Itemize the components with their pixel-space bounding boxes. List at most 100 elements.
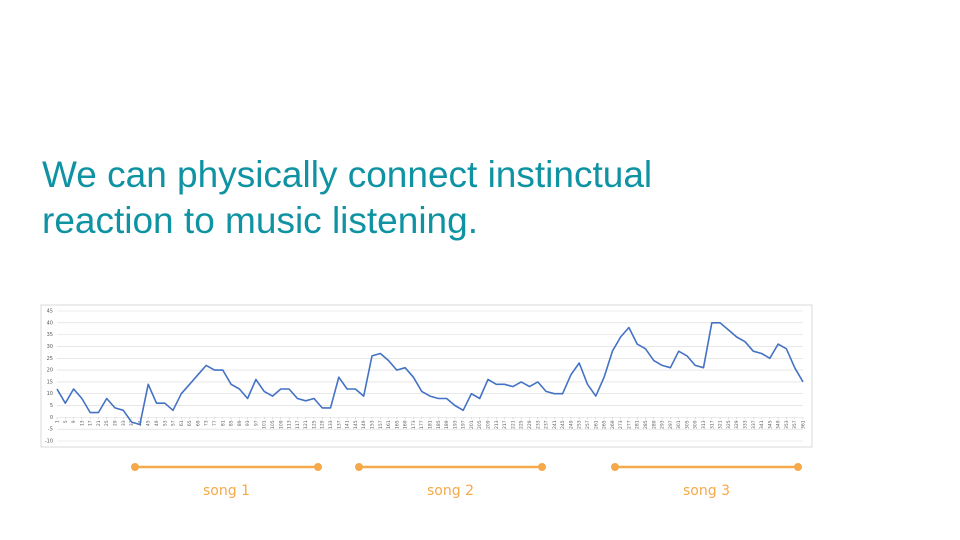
- x-tick-label: 61: [179, 420, 185, 426]
- x-tick-label: 261: [593, 420, 599, 429]
- x-tick-label: 161: [386, 420, 392, 429]
- y-tick-label: 40: [47, 320, 53, 326]
- y-tick-label: 20: [47, 368, 53, 374]
- x-tick-label: 213: [494, 420, 500, 429]
- x-tick-label: 33: [121, 420, 127, 426]
- y-tick-label: -10: [45, 439, 53, 445]
- x-tick-label: 93: [245, 420, 251, 426]
- y-tick-label: -5: [48, 427, 53, 433]
- x-tick-label: 9: [71, 420, 77, 423]
- x-tick-label: 277: [626, 420, 632, 429]
- span-end: [131, 463, 139, 471]
- x-tick-label: 189: [444, 420, 450, 429]
- x-tick-label: 117: [295, 420, 301, 429]
- x-tick-label: 177: [419, 420, 425, 429]
- x-tick-label: 301: [676, 420, 682, 429]
- x-tick-label: 313: [701, 420, 707, 429]
- x-tick-label: 57: [171, 420, 177, 426]
- x-tick-label: 361: [801, 420, 807, 429]
- span-end: [794, 463, 802, 471]
- x-tick-label: 249: [568, 420, 574, 429]
- x-tick-label: 69: [195, 420, 201, 426]
- x-tick-label: 97: [253, 420, 259, 426]
- x-tick-label: 65: [187, 420, 193, 426]
- x-tick-label: 225: [519, 420, 525, 429]
- x-tick-label: 349: [776, 420, 782, 429]
- y-tick-label: 0: [50, 415, 53, 421]
- x-tick-label: 129: [320, 420, 326, 429]
- x-tick-label: 337: [751, 420, 757, 429]
- x-tick-label: 21: [96, 420, 102, 426]
- x-tick-label: 253: [577, 420, 583, 429]
- x-tick-label: 325: [726, 420, 732, 429]
- x-tick-label: 237: [544, 420, 550, 429]
- x-tick-label: 141: [345, 420, 351, 429]
- x-tick-label: 221: [510, 420, 516, 429]
- y-tick-label: 25: [47, 356, 53, 362]
- x-tick-label: 169: [403, 420, 409, 429]
- x-tick-label: 53: [162, 420, 168, 426]
- x-tick-label: 285: [643, 420, 649, 429]
- x-tick-label: 281: [635, 420, 641, 429]
- y-tick-label: 35: [47, 332, 53, 338]
- x-tick-label: 241: [552, 420, 558, 429]
- y-tick-label: 10: [47, 391, 53, 397]
- x-tick-label: 265: [602, 420, 608, 429]
- y-tick-label: 45: [47, 309, 53, 315]
- x-tick-label: 17: [88, 420, 94, 426]
- x-tick-label: 29: [113, 420, 119, 426]
- x-tick-label: 345: [767, 420, 773, 429]
- x-tick-label: 181: [428, 420, 434, 429]
- x-tick-label: 209: [486, 420, 492, 429]
- x-tick-label: 121: [303, 420, 309, 429]
- span-end: [538, 463, 546, 471]
- x-tick-label: 269: [610, 420, 616, 429]
- x-tick-label: 137: [336, 420, 342, 429]
- x-tick-label: 145: [353, 420, 359, 429]
- y-tick-label: 15: [47, 379, 53, 385]
- x-tick-label: 101: [262, 420, 268, 429]
- x-tick-label: 289: [651, 420, 657, 429]
- x-tick-label: 153: [369, 420, 375, 429]
- x-tick-label: 229: [527, 420, 533, 429]
- x-tick-label: 321: [718, 420, 724, 429]
- x-tick-label: 85: [229, 420, 235, 426]
- x-tick-label: 293: [660, 420, 666, 429]
- x-tick-label: 185: [436, 420, 442, 429]
- x-tick-label: 233: [535, 420, 541, 429]
- x-tick-label: 333: [742, 420, 748, 429]
- song-label: song 3: [683, 483, 730, 499]
- x-tick-label: 49: [154, 420, 160, 426]
- x-tick-label: 105: [270, 420, 276, 429]
- span-end: [314, 463, 322, 471]
- x-tick-label: 297: [668, 420, 674, 429]
- x-tick-label: 245: [560, 420, 566, 429]
- x-tick-label: 201: [469, 420, 475, 429]
- x-tick-label: 45: [146, 420, 152, 426]
- x-tick-label: 113: [287, 420, 293, 429]
- x-tick-label: 205: [477, 420, 483, 429]
- x-tick-label: 1: [55, 420, 61, 423]
- x-tick-label: 309: [693, 420, 699, 429]
- x-tick-label: 25: [104, 420, 110, 426]
- x-tick-label: 5: [63, 420, 69, 423]
- line: [56, 322, 804, 426]
- x-tick-label: 81: [220, 420, 226, 426]
- x-tick-label: 133: [328, 420, 334, 429]
- x-tick-label: 305: [684, 420, 690, 429]
- x-tick-label: 317: [709, 420, 715, 429]
- x-tick-label: 197: [461, 420, 467, 429]
- y-tick-label: 30: [47, 344, 53, 350]
- x-tick-label: 89: [237, 420, 243, 426]
- x-tick-label: 77: [212, 420, 218, 426]
- x-tick-label: 157: [378, 420, 384, 429]
- x-tick-label: 125: [311, 420, 317, 429]
- x-tick-label: 165: [394, 420, 400, 429]
- x-tick-label: 273: [618, 420, 624, 429]
- x-tick-label: 329: [734, 420, 740, 429]
- x-tick-label: 109: [278, 420, 284, 429]
- x-tick-label: 257: [585, 420, 591, 429]
- song-label: song 2: [427, 483, 474, 499]
